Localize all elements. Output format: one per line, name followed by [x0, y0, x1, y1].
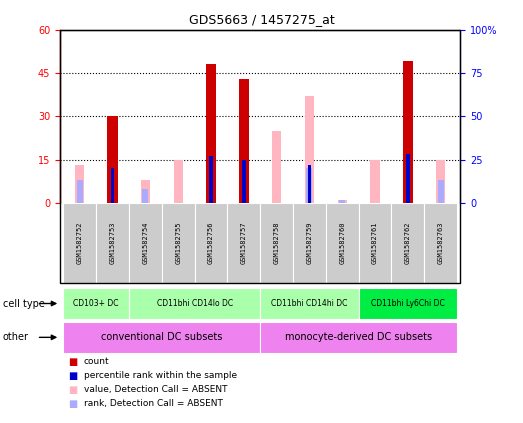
Text: GSM1582762: GSM1582762 — [405, 222, 411, 264]
Bar — [260, 322, 457, 353]
Bar — [142, 189, 149, 203]
Bar — [424, 203, 457, 283]
Bar — [63, 322, 260, 353]
Text: percentile rank within the sample: percentile rank within the sample — [84, 371, 237, 380]
Bar — [337, 200, 347, 203]
Bar — [63, 288, 129, 319]
Text: conventional DC subsets: conventional DC subsets — [101, 332, 222, 342]
Bar — [129, 203, 162, 283]
Text: GSM1582760: GSM1582760 — [339, 222, 345, 264]
Bar — [111, 168, 115, 203]
Bar — [438, 181, 444, 203]
Text: GSM1582755: GSM1582755 — [175, 222, 181, 264]
Text: rank, Detection Call = ABSENT: rank, Detection Call = ABSENT — [84, 399, 223, 408]
Text: GDS5663 / 1457275_at: GDS5663 / 1457275_at — [189, 13, 334, 25]
Text: CD103+ DC: CD103+ DC — [73, 299, 119, 308]
Text: GSM1582754: GSM1582754 — [142, 222, 149, 264]
Bar — [403, 61, 413, 203]
Bar — [77, 181, 83, 203]
Text: GSM1582759: GSM1582759 — [306, 222, 312, 264]
Text: CD11bhi Ly6Chi DC: CD11bhi Ly6Chi DC — [371, 299, 445, 308]
Bar — [305, 96, 314, 203]
Bar — [326, 203, 359, 283]
Bar — [293, 203, 326, 283]
Text: value, Detection Call = ABSENT: value, Detection Call = ABSENT — [84, 385, 227, 394]
Text: GSM1582757: GSM1582757 — [241, 222, 247, 264]
Text: ■: ■ — [68, 357, 77, 367]
Text: ■: ■ — [68, 398, 77, 409]
Bar — [370, 160, 380, 203]
Bar — [306, 168, 312, 203]
Bar — [308, 165, 311, 203]
Bar — [339, 200, 345, 203]
Bar — [359, 288, 457, 319]
Text: ■: ■ — [68, 385, 77, 395]
Bar — [209, 156, 213, 203]
Text: GSM1582763: GSM1582763 — [438, 222, 444, 264]
Bar — [260, 203, 293, 283]
Bar — [174, 160, 183, 203]
Text: CD11bhi CD14hi DC: CD11bhi CD14hi DC — [271, 299, 348, 308]
Bar — [436, 160, 445, 203]
Bar — [242, 160, 246, 203]
Text: ■: ■ — [68, 371, 77, 381]
Bar — [391, 203, 424, 283]
Bar — [141, 180, 150, 203]
Bar — [359, 203, 391, 283]
Text: other: other — [3, 332, 29, 342]
Text: count: count — [84, 357, 109, 366]
Text: GSM1582756: GSM1582756 — [208, 222, 214, 264]
Bar — [206, 64, 216, 203]
Bar — [129, 288, 260, 319]
Bar — [260, 288, 359, 319]
Text: GSM1582761: GSM1582761 — [372, 222, 378, 264]
Bar — [406, 154, 410, 203]
Bar — [96, 203, 129, 283]
Text: monocyte-derived DC subsets: monocyte-derived DC subsets — [285, 332, 432, 342]
Bar — [272, 131, 281, 203]
Bar — [238, 79, 249, 203]
Bar — [107, 116, 118, 203]
Text: GSM1582752: GSM1582752 — [77, 222, 83, 264]
Bar — [228, 203, 260, 283]
Bar — [75, 165, 84, 203]
Bar — [63, 203, 96, 283]
Bar — [195, 203, 228, 283]
Text: GSM1582753: GSM1582753 — [110, 222, 116, 264]
Text: GSM1582758: GSM1582758 — [274, 222, 280, 264]
Bar — [162, 203, 195, 283]
Text: CD11bhi CD14lo DC: CD11bhi CD14lo DC — [156, 299, 233, 308]
Text: cell type: cell type — [3, 299, 44, 308]
